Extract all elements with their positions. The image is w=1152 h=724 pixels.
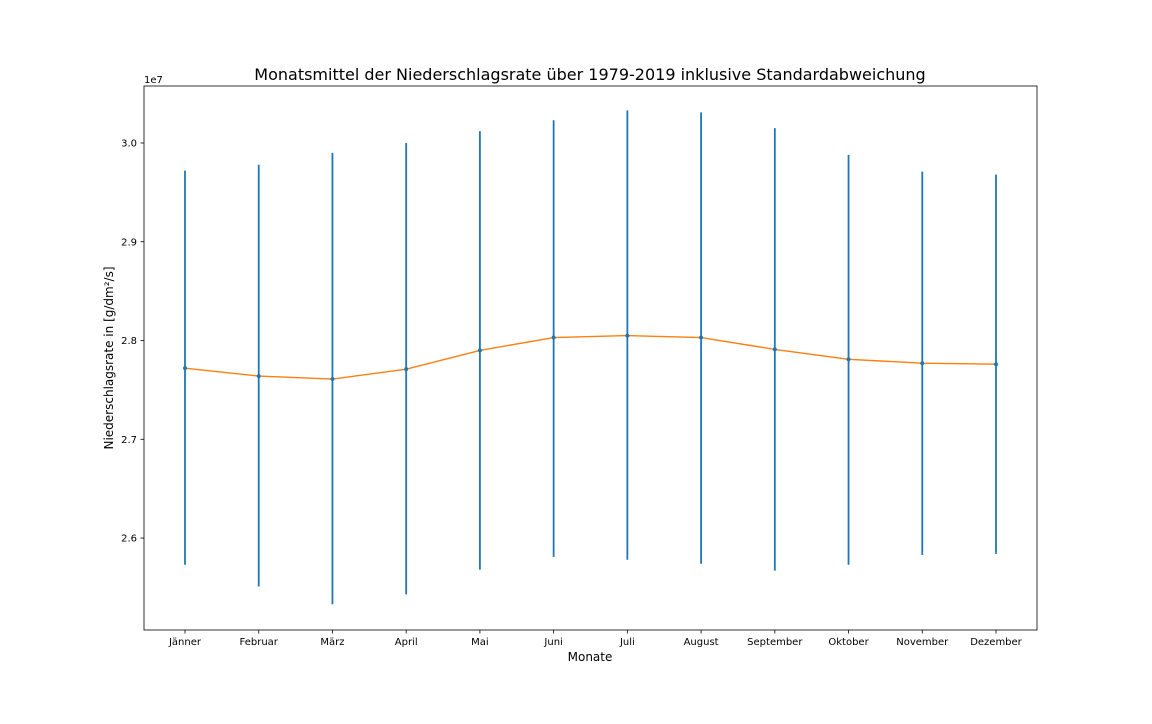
y-tick-label: 2.6 [121,534,137,545]
x-tick-label: April [395,637,418,648]
y-tick-label: 2.9 [121,237,137,248]
data-point [404,367,409,372]
x-tick-label: Juni [543,637,562,648]
data-point [330,377,335,382]
y-tick-label: 3.0 [121,138,137,149]
y-axis-offset-label: 1e7 [144,75,163,86]
plot-frame [143,85,1038,631]
data-point [846,357,851,362]
data-point [994,362,998,367]
data-point [551,335,556,340]
data-point [699,335,704,340]
data-point [625,333,630,338]
chart-title: Monatsmittel der Niederschlagsrate über … [254,65,925,84]
data-point [183,366,187,371]
y-tick-label: 2.8 [121,336,137,347]
x-tick-label: Juli [619,637,635,648]
x-tick-label: September [747,637,803,648]
data-point [920,361,925,366]
mean-line [184,334,997,380]
data-point [256,374,261,379]
y-axis-label: Niederschlagsrate in [g/dm²/s] [102,266,116,449]
x-tick-label: Mai [471,637,489,648]
x-axis-label: Monate [568,650,613,664]
x-tick-label: August [684,637,719,648]
plot-area: 2.6 2.7 2.8 2.9 3.0 Jänner Februar März April Mai… [121,85,1038,648]
x-tick-label: November [896,637,949,648]
data-point [772,347,777,352]
x-tick-label: Jänner [168,637,202,648]
data-point [477,348,482,353]
x-tick-label: Oktober [828,637,869,648]
x-tick-label: Februar [240,637,279,648]
y-tick-label: 2.7 [121,435,137,446]
x-tick-label: Dezember [970,637,1022,648]
x-tick-label: März [320,637,344,648]
